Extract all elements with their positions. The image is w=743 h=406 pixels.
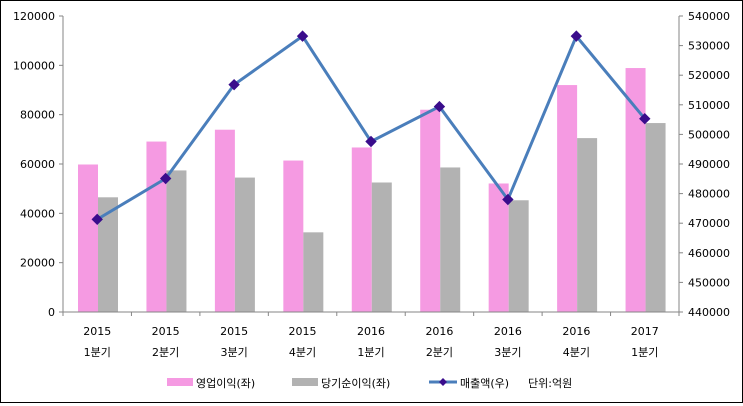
x-label-quarter: 1분기 [357, 346, 384, 359]
revenue-marker [228, 78, 240, 91]
bar-net-income [440, 167, 461, 312]
x-label-quarter: 3분기 [494, 346, 521, 359]
right-tick-label: 510000 [688, 99, 730, 112]
revenue-marker [502, 193, 514, 206]
x-label-year: 2016 [562, 325, 590, 338]
bar-net-income [98, 197, 118, 312]
bar-operating-profit [146, 141, 167, 312]
revenue-marker [433, 100, 446, 113]
revenue-marker [159, 172, 172, 185]
legend-swatch-net-income [292, 378, 318, 386]
left-tick-label: 100000 [13, 59, 55, 72]
right-tick-label: 440000 [688, 306, 730, 319]
legend-swatch-operating-profit [167, 378, 193, 386]
x-label-year: 2015 [289, 325, 317, 338]
bar-net-income [577, 138, 598, 312]
x-label-quarter: 1분기 [84, 346, 111, 359]
right-tick-label: 520000 [688, 69, 730, 82]
bar-net-income [371, 182, 392, 312]
legend-label-revenue: 매출액(우) [460, 377, 509, 390]
right-tick-label: 500000 [688, 128, 730, 141]
left-tick-label: 20000 [20, 257, 55, 270]
left-tick-label: 120000 [13, 10, 55, 23]
right-tick-label: 470000 [688, 217, 730, 230]
x-label-quarter: 1분기 [631, 346, 658, 359]
legend-marker-revenue [439, 378, 447, 386]
right-tick-label: 480000 [688, 188, 730, 201]
right-tick-label: 540000 [688, 10, 730, 23]
left-tick-label: 60000 [20, 158, 55, 171]
legend-label-net-income: 당기순이익(좌) [321, 377, 390, 390]
x-label-year: 2015 [220, 325, 248, 338]
left-tick-label: 40000 [20, 207, 55, 220]
x-label-quarter: 2분기 [152, 346, 179, 359]
bar-operating-profit [557, 85, 578, 312]
left-tick-label: 0 [48, 306, 55, 319]
bar-operating-profit [351, 147, 372, 312]
revenue-marker [365, 135, 377, 148]
revenue-marker [296, 30, 309, 42]
revenue-marker [91, 213, 103, 226]
revenue-marker [570, 30, 583, 42]
x-label-year: 2015 [152, 325, 180, 338]
x-label-quarter: 3분기 [220, 346, 247, 359]
bar-net-income [645, 123, 666, 312]
bar-operating-profit [488, 183, 509, 312]
left-tick-label: 80000 [20, 109, 55, 122]
right-tick-label: 530000 [688, 40, 730, 53]
bar-net-income [166, 170, 187, 312]
bar-net-income [508, 200, 529, 312]
x-label-year: 2016 [494, 325, 522, 338]
x-label-year: 2016 [357, 325, 385, 338]
unit-note: 단위:억원 [528, 377, 572, 390]
x-label-year: 2017 [631, 325, 659, 338]
x-label-quarter: 4분기 [289, 346, 316, 359]
right-tick-label: 490000 [688, 158, 730, 171]
x-label-year: 2016 [425, 325, 453, 338]
right-tick-label: 460000 [688, 247, 730, 260]
legend-label-operating-profit: 영업이익(좌) [196, 377, 255, 390]
bar-operating-profit [283, 160, 304, 312]
x-label-year: 2015 [83, 325, 111, 338]
bar-operating-profit [214, 129, 235, 312]
x-label-quarter: 4분기 [563, 346, 590, 359]
bar-net-income [234, 177, 255, 312]
right-tick-label: 450000 [688, 276, 730, 289]
bar-operating-profit [625, 68, 646, 313]
bar-operating-profit [420, 109, 441, 312]
bar-net-income [303, 232, 324, 312]
x-label-quarter: 2분기 [426, 346, 453, 359]
revenue-marker [639, 113, 651, 125]
bar-operating-profit [78, 164, 98, 312]
